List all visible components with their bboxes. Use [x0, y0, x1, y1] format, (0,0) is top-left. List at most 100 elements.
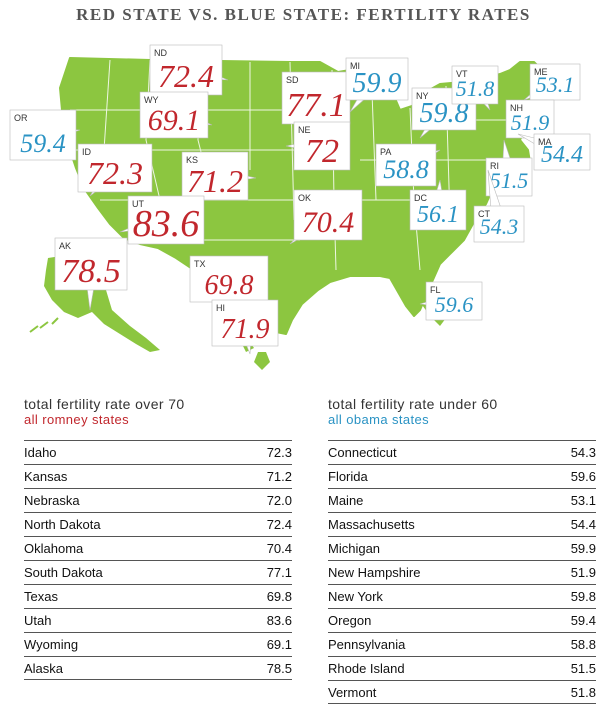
state-code-label: OK — [298, 193, 311, 203]
state-name: Michigan — [328, 541, 381, 556]
state-name: Rhode Island — [328, 661, 405, 676]
table-row: Oklahoma 70.4 — [24, 536, 292, 560]
blue-states-table: total fertility rate under 60 all obama … — [328, 396, 596, 704]
fertility-rate-value: 71.9 — [221, 314, 270, 345]
state-name: Massachusetts — [328, 517, 415, 532]
fertility-rate-value: 51.9 — [511, 110, 550, 135]
state-code-label: ME — [534, 67, 548, 77]
page-title: RED STATE VS. BLUE STATE: FERTILITY RATE… — [76, 5, 531, 24]
fertility-rate-value: 51.8 — [456, 76, 495, 101]
fertility-rate-value: 72.4 — [158, 58, 214, 94]
table-row: Alaska 78.5 — [24, 656, 292, 680]
state-code-label: PA — [380, 147, 391, 157]
state-code-label: DC — [414, 193, 427, 203]
fertility-rate-value: 53.1 — [536, 72, 575, 97]
table-row: Pennsylvania 58.8 — [328, 632, 596, 656]
callout-fill — [11, 111, 75, 159]
callout-sd: SD 77.1 — [281, 71, 351, 125]
callout-fill — [129, 197, 203, 243]
fertility-rate-value: 72 — [305, 133, 339, 170]
fertility-rate-value: 69.8 — [205, 270, 254, 301]
fertility-rate: 77.1 — [266, 565, 292, 580]
fertility-rate: 59.6 — [570, 469, 596, 484]
state-name: Pennsylvania — [328, 637, 406, 652]
table-row: New Hampshire 51.9 — [328, 560, 596, 584]
state-name: Utah — [24, 613, 52, 628]
state-name: Nebraska — [24, 493, 80, 508]
fertility-rate-value: 72.3 — [87, 155, 143, 191]
fertility-rate-value: 69.1 — [148, 104, 201, 137]
fertility-rate-value: 77.1 — [286, 87, 346, 124]
callout-fill — [213, 301, 277, 345]
state-code-label: UT — [132, 199, 144, 209]
state-name: New Hampshire — [328, 565, 421, 580]
state-code-label: NY — [416, 91, 429, 101]
table-row: Utah 83.6 — [24, 608, 292, 632]
red-table-heading: total fertility rate over 70 — [24, 396, 185, 412]
fertility-rate: 51.8 — [570, 685, 596, 700]
state-code-label: CT — [478, 209, 490, 219]
blue-table-subheading: all obama states — [328, 412, 430, 427]
fertility-rate: 72.0 — [266, 493, 292, 508]
table-row: Kansas 71.2 — [24, 464, 292, 488]
fertility-rate: 51.9 — [570, 565, 596, 580]
fertility-rate: 83.6 — [266, 613, 292, 628]
hawaii-shape — [226, 334, 270, 370]
red-table-rows: Idaho 72.3 Kansas 71.2 Nebraska 72.0 North Dak… — [24, 440, 292, 680]
state-name: Connecticut — [328, 445, 397, 460]
table-row: Massachusetts 54.4 — [328, 512, 596, 536]
fertility-rate: 53.1 — [570, 493, 596, 508]
state-code-label: AK — [59, 241, 71, 251]
state-code-label: TX — [194, 259, 206, 269]
callout-fill — [507, 101, 553, 137]
state-name: Kansas — [24, 469, 68, 484]
table-row: Texas 69.8 — [24, 584, 292, 608]
state-code-label: FL — [430, 285, 441, 295]
callout-fill — [475, 207, 523, 241]
fertility-rate: 78.5 — [266, 661, 292, 676]
fertility-rate: 59.8 — [570, 589, 596, 604]
fertility-rate: 72.3 — [266, 445, 292, 460]
fertility-rate-value: 59.6 — [435, 292, 474, 317]
callout-or: OR 59.4 — [9, 109, 81, 161]
callout-fill — [377, 145, 435, 185]
fertility-rate-value: 59.4 — [20, 129, 66, 158]
fertility-rate: 59.4 — [570, 613, 596, 628]
state-name: Alaska — [24, 661, 64, 676]
table-row: Idaho 72.3 — [24, 440, 292, 464]
fertility-rate-value: 71.2 — [187, 163, 243, 199]
red-table-subheading: all romney states — [24, 412, 130, 427]
fertility-rate: 51.5 — [570, 661, 596, 676]
table-row: North Dakota 72.4 — [24, 512, 292, 536]
state-name: Maine — [328, 493, 364, 508]
table-row: Michigan 59.9 — [328, 536, 596, 560]
callout-fill — [295, 191, 361, 239]
state-name: North Dakota — [24, 517, 101, 532]
blue-table-heading: total fertility rate under 60 — [328, 396, 498, 412]
red-states-table: total fertility rate over 70 all romney … — [24, 396, 292, 680]
state-name: Oklahoma — [24, 541, 84, 556]
us-map: OR59.4ND72.4WY69.1ID72.3SD77.1NE72KS71.2… — [9, 44, 591, 370]
state-name: Texas — [24, 589, 58, 604]
callout-fill — [531, 65, 579, 99]
state-name: Vermont — [328, 685, 377, 700]
table-row: Wyoming 69.1 — [24, 632, 292, 656]
callout-fill — [453, 67, 497, 103]
state-name: Wyoming — [24, 637, 79, 652]
callout-fill — [79, 145, 151, 191]
fertility-rate: 69.1 — [266, 637, 292, 652]
